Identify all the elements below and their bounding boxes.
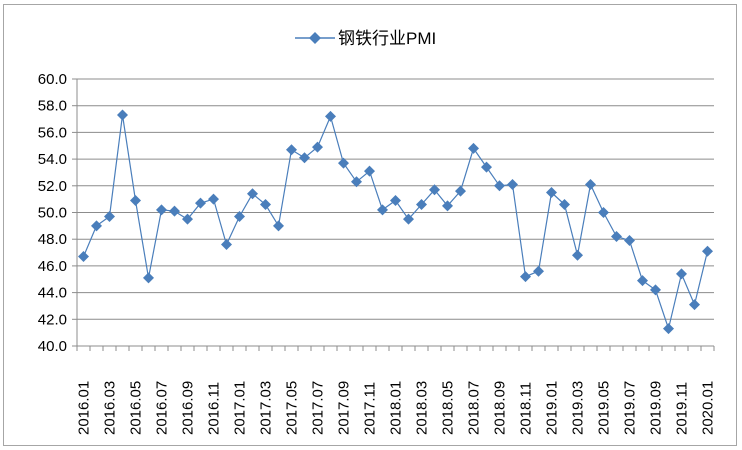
series-line (82, 114, 709, 331)
data-point-diamond-icon (650, 284, 661, 296)
data-point-diamond-icon (637, 275, 648, 287)
data-point-diamond-icon (702, 245, 713, 257)
data-point-diamond-icon (442, 200, 453, 212)
data-point-diamond-icon (143, 272, 154, 284)
x-tick-label: 2019.03 (570, 381, 587, 435)
x-tick-label: 2016.07 (154, 381, 171, 435)
data-point-diamond-icon (117, 109, 128, 121)
data-point-diamond-icon (78, 251, 89, 263)
x-tick-label: 2018.07 (466, 381, 483, 435)
data-point-diamond-icon (429, 184, 440, 196)
data-point-diamond-icon (169, 205, 180, 217)
y-tick-label: 58.0 (38, 98, 67, 115)
data-point-diamond-icon (338, 157, 349, 169)
data-point-diamond-icon (130, 194, 141, 206)
x-tick-label: 2016.01 (76, 381, 93, 435)
data-point-diamond-icon (286, 144, 297, 156)
data-point-diamond-icon (598, 207, 609, 218)
x-tick-label: 2018.11 (518, 382, 535, 435)
y-axis: 60.0 58.0 56.0 54.0 52.0 50.0 48.0 46.0 44.0 42.0… (38, 71, 78, 355)
legend-label: 钢铁行业PMI (338, 29, 436, 48)
x-tick-label: 2020.01 (700, 381, 717, 435)
data-point-diamond-icon (403, 213, 414, 225)
data-point-diamond-icon (559, 198, 570, 210)
x-tick-label: 2019.01 (544, 381, 561, 435)
data-point-diamond-icon (273, 220, 284, 232)
data-point-diamond-icon (91, 220, 102, 232)
data-point-diamond-icon (195, 197, 206, 209)
data-point-diamond-icon (676, 268, 687, 280)
data-point-diamond-icon (468, 142, 479, 154)
data-point-diamond-icon (572, 249, 583, 261)
data-point-diamond-icon (520, 271, 531, 283)
legend: 钢铁行业PMI (295, 29, 436, 48)
data-point-diamond-icon (507, 178, 518, 190)
data-point-diamond-icon (611, 231, 622, 243)
x-tick-label: 2017.11 (362, 382, 379, 435)
x-tick-label: 2017.01 (232, 381, 249, 435)
data-point-diamond-icon (377, 204, 388, 216)
data-point-diamond-icon (494, 180, 505, 192)
y-tick-label: 44.0 (38, 285, 67, 302)
data-point-diamond-icon (312, 141, 323, 153)
x-axis: 2016.01 2016.03 2016.05 2016.07 2016.09 2016.… (76, 345, 717, 435)
x-tick-label: 2017.03 (258, 381, 275, 435)
x-tick-label: 2016.03 (102, 381, 119, 435)
x-tick-label: 2017.05 (284, 381, 301, 435)
y-tick-label: 42.0 (38, 311, 67, 328)
x-tick-label: 2016.05 (128, 381, 145, 435)
data-point-diamond-icon (416, 198, 427, 210)
data-point-diamond-icon (351, 176, 362, 188)
data-point-diamond-icon (182, 213, 193, 225)
x-tick-label: 2018.03 (414, 381, 431, 435)
y-tick-label: 54.0 (38, 151, 67, 168)
y-tick-label: 52.0 (38, 178, 67, 195)
data-point-diamond-icon (364, 165, 375, 177)
data-point-diamond-icon (208, 193, 219, 205)
x-tick-label: 2018.09 (492, 381, 509, 435)
x-tick-label: 2019.07 (622, 381, 639, 435)
data-point-diamond-icon (546, 186, 557, 198)
y-tick-label: 46.0 (38, 258, 67, 275)
data-point-diamond-icon (221, 239, 232, 251)
y-tick-label: 40.0 (38, 338, 67, 355)
data-point-diamond-icon (689, 299, 700, 311)
y-tick-label: 50.0 (38, 205, 67, 222)
data-point-diamond-icon (663, 323, 674, 335)
y-tick-label: 60.0 (38, 71, 67, 88)
x-tick-label: 2019.11 (674, 382, 691, 435)
x-tick-label: 2017.07 (310, 381, 327, 435)
y-tick-label: 48.0 (38, 231, 67, 248)
data-point-diamond-icon (156, 204, 167, 216)
data-point-diamond-icon (260, 198, 271, 210)
data-point-diamond-icon (624, 235, 635, 247)
x-tick-label: 2016.11 (206, 382, 223, 435)
data-point-diamond-icon (299, 152, 310, 164)
data-point-diamond-icon (247, 188, 258, 200)
x-tick-label: 2018.05 (440, 381, 457, 435)
y-tick-label: 56.0 (38, 124, 67, 141)
x-tick-label: 2017.09 (336, 381, 353, 435)
data-point-diamond-icon (234, 211, 245, 223)
chart-frame (3, 4, 737, 446)
data-point-diamond-icon (481, 161, 492, 173)
x-tick-label: 2019.05 (596, 381, 613, 435)
data-point-diamond-icon (585, 178, 596, 190)
x-tick-label: 2016.09 (180, 381, 197, 435)
x-tick-label: 2019.09 (648, 381, 665, 435)
data-point-diamond-icon (390, 194, 401, 206)
x-tick-label: 2018.01 (388, 381, 405, 435)
data-point-diamond-icon (455, 185, 466, 197)
data-point-diamond-icon (325, 110, 336, 122)
series-steel-pmi (78, 109, 713, 335)
data-point-diamond-icon (104, 211, 115, 223)
data-point-diamond-icon (533, 265, 544, 277)
legend-diamond-icon (309, 32, 321, 44)
